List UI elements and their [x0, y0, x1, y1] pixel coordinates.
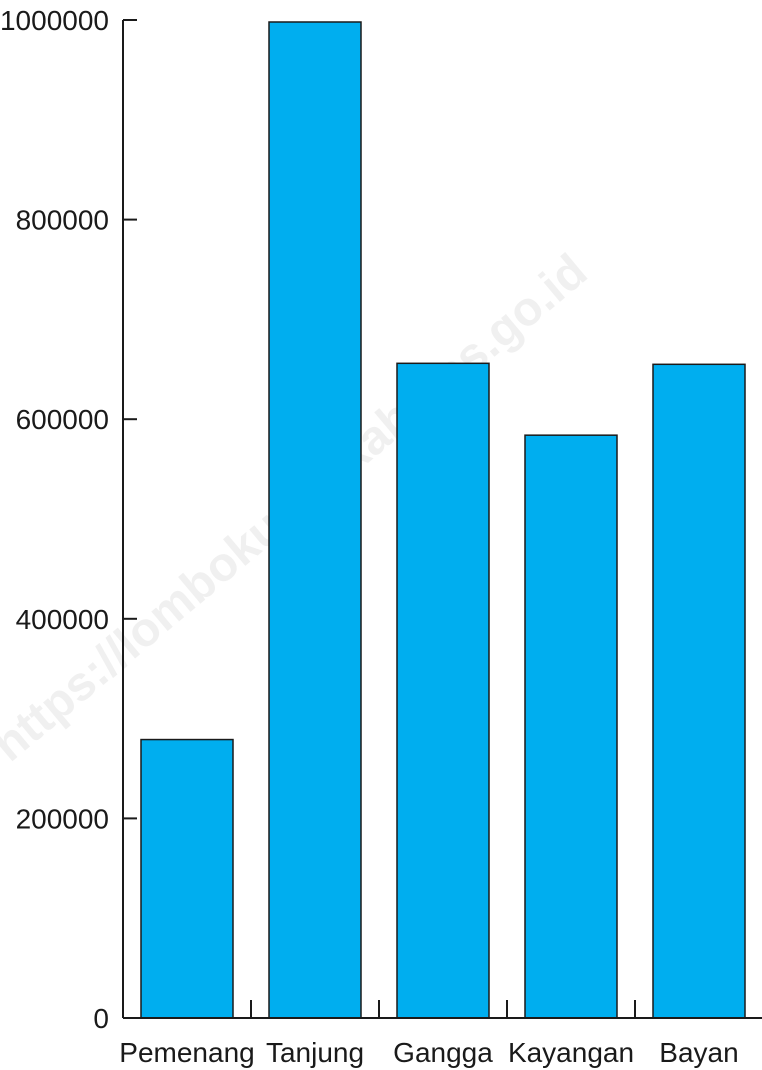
y-tick-label: 600000 [16, 404, 109, 435]
x-category-label: Kayangan [508, 1037, 634, 1068]
y-tick-label: 400000 [16, 604, 109, 635]
bar-pemenang [140, 738, 234, 1019]
y-tick-label: 200000 [16, 803, 109, 834]
x-category-label: Bayan [659, 1037, 738, 1068]
bar-tanjung [268, 21, 362, 1019]
bar-kayangan [524, 434, 618, 1019]
bar-bayan [652, 363, 746, 1019]
bars-layer [140, 21, 746, 1019]
y-tick-label: 800000 [16, 205, 109, 236]
y-tick-label: 1000000 [0, 5, 109, 36]
x-category-label: Pemenang [119, 1037, 254, 1068]
y-tick-label: 0 [93, 1003, 109, 1034]
x-category-label: Gangga [393, 1037, 493, 1068]
bar-gangga [396, 362, 490, 1019]
axes-layer [122, 19, 762, 1019]
labels-layer: 0 200000 400000 600000 800000 1000000 Pemenang… [0, 5, 739, 1068]
x-category-label: Tanjung [266, 1037, 364, 1068]
